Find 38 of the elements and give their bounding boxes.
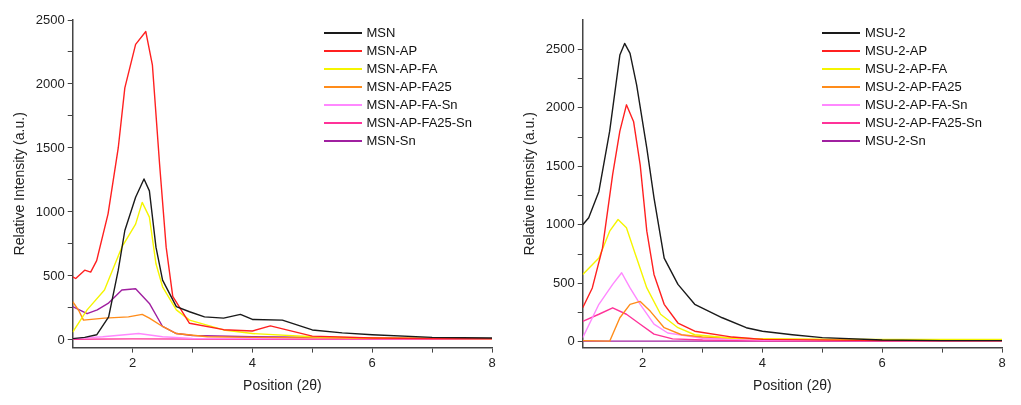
- legend-label: MSN-AP: [366, 42, 418, 60]
- y-tick-label: 500: [553, 274, 575, 290]
- y-tick-label: 500: [43, 267, 65, 283]
- x-tick-label: 4: [248, 354, 257, 370]
- x-tick-label: 2: [129, 354, 137, 370]
- legend-label: MSU-2-AP-FA25: [864, 78, 962, 96]
- y-tick-label: 1000: [35, 203, 65, 219]
- legend-label: MSN: [366, 24, 396, 42]
- x-tick-label: 6: [878, 354, 886, 370]
- legend-label: MSU-2-AP: [864, 42, 928, 60]
- legend-label: MSU-2-AP-FA-Sn: [864, 96, 968, 114]
- y-tick-label: 2500: [545, 40, 575, 56]
- y-tick-label: 0: [57, 331, 65, 347]
- y-tick-label: 1000: [545, 216, 575, 232]
- y-tick-label: 2500: [35, 11, 65, 27]
- y-tick-label: 2000: [35, 75, 65, 91]
- y-tick-label: 1500: [545, 157, 575, 173]
- legend-label: MSN-AP-FA25: [366, 78, 452, 96]
- x-axis-title: Position (2θ): [753, 377, 832, 394]
- legend-label: MSN-AP-FA-Sn: [366, 96, 458, 114]
- legend-label: MSU-2-AP-FA25-Sn: [864, 114, 982, 132]
- legend-label: MSN-AP-FA: [366, 60, 438, 78]
- legend-label: MSU-2: [864, 24, 906, 42]
- legend-label: MSU-2-AP-FA: [864, 60, 948, 78]
- x-axis-title: Position (2θ): [243, 377, 322, 394]
- legend-label: MSN-AP-FA25-Sn: [366, 114, 472, 132]
- x-tick-label: 8: [488, 354, 496, 370]
- legend-label: MSU-2-Sn: [864, 132, 926, 150]
- y-axis-title: Relative Intensity (a.u.): [11, 112, 28, 256]
- y-tick-label: 2000: [545, 99, 575, 115]
- y-tick-label: 1500: [35, 139, 65, 155]
- x-tick-label: 2: [639, 354, 647, 370]
- y-axis-title: Relative Intensity (a.u.): [521, 112, 538, 256]
- legend-label: MSN-Sn: [366, 132, 416, 150]
- x-tick-label: 6: [368, 354, 376, 370]
- y-tick-label: 0: [567, 333, 575, 349]
- x-tick-label: 4: [758, 354, 767, 370]
- x-tick-label: 8: [998, 354, 1006, 370]
